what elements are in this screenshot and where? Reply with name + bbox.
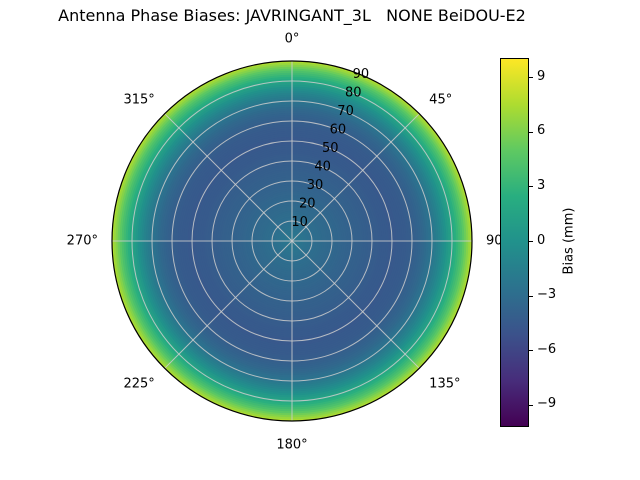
r-tick-labels: 10 20 30 40 50 60 70 80 90 — [291, 67, 369, 230]
theta-tick-labels: 0° 45° 90 135° 180° 225° 270° 315° — [67, 32, 503, 453]
polar-grid — [112, 61, 472, 421]
r-tick-label: 30 — [307, 178, 324, 193]
r-tick-label: 70 — [337, 104, 354, 119]
r-tick-label: 80 — [345, 86, 362, 101]
theta-tick-label: 90 — [486, 234, 503, 249]
chart-title: Antenna Phase Biases: JAVRINGANT_3L NONE… — [58, 6, 526, 25]
colorbar-gradient — [500, 58, 529, 427]
theta-tick-label: 315° — [123, 92, 154, 107]
r-tick-label: 20 — [299, 197, 316, 212]
r-tick-label: 50 — [322, 141, 339, 156]
r-tick-label: 10 — [291, 215, 308, 230]
colorbar-axis-label: Bias (mm) — [561, 207, 577, 275]
polar-outline — [111, 60, 473, 422]
theta-tick-label: 135° — [429, 377, 460, 392]
theta-tick-label: 0° — [285, 32, 300, 47]
theta-tick-label: 45° — [429, 92, 452, 107]
r-tick-label: 40 — [314, 160, 331, 175]
r-tick-label: 90 — [353, 67, 370, 82]
theta-tick-label: 270° — [67, 234, 98, 249]
theta-tick-label: 225° — [123, 377, 154, 392]
r-tick-label: 60 — [330, 123, 347, 138]
theta-tick-label: 180° — [276, 438, 307, 453]
